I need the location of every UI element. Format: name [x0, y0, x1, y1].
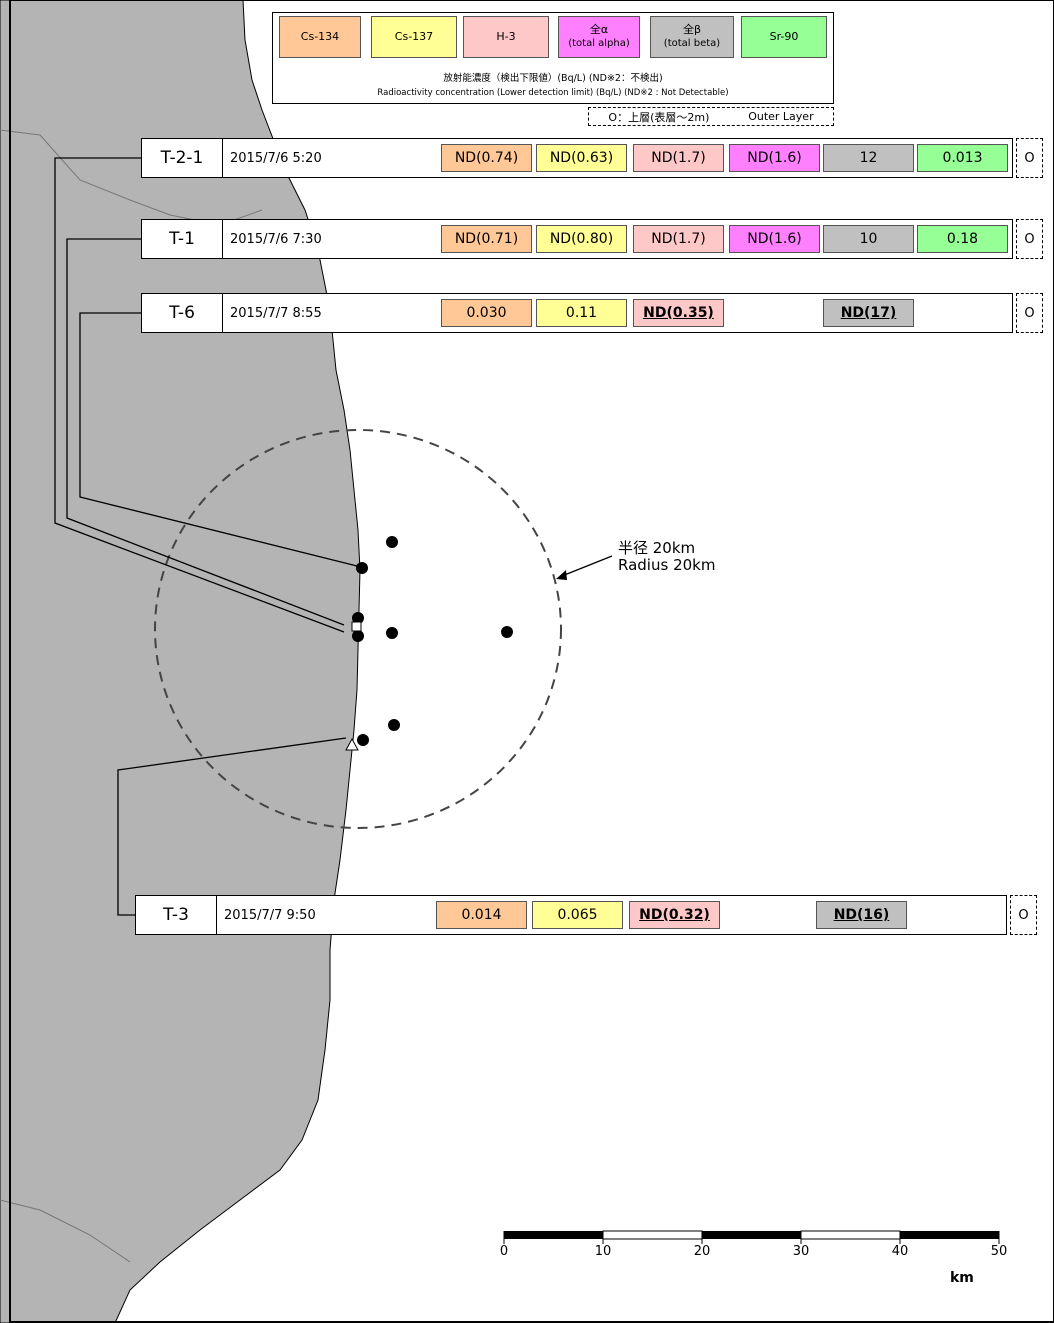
station-id: T-1 [142, 220, 223, 258]
scale-unit: km [950, 1270, 974, 1286]
station-id: T-6 [142, 294, 223, 332]
value-total-beta: ND(16) [816, 901, 907, 929]
outer-layer-en: Outer Layer [748, 110, 814, 123]
outer-layer-legend: O：上層(表層～2m) Outer Layer [588, 107, 834, 126]
leader-line-t-6 [79, 312, 358, 567]
value-total-beta: 10 [823, 225, 914, 253]
value-total-beta: ND(17) [823, 299, 914, 327]
legend-caption-en: Radioactivity concentration (Lower detec… [377, 88, 729, 98]
leader-line-t-3 [117, 737, 347, 916]
legend-cs137: Cs-137 [371, 16, 457, 58]
legend: Cs-134 Cs-137 H-3 全α (total alpha) 全β (tot… [272, 12, 834, 104]
scale-tick-label: 0 [499, 1244, 509, 1259]
sampling-point [352, 630, 364, 642]
station-datetime: 2015/7/6 5:20 [230, 150, 322, 166]
value-cs134: ND(0.71) [441, 225, 532, 253]
sampling-point [356, 562, 368, 574]
leader-line-t-2-1 [54, 157, 345, 633]
prefecture-border [0, 1199, 131, 1263]
layer-marker: O [1016, 138, 1043, 178]
scale-tick-label: 40 [891, 1244, 909, 1259]
value-cs137: 0.065 [532, 901, 623, 929]
value-h3: ND(0.32) [629, 901, 720, 929]
radius-20km-circle [154, 429, 562, 829]
station-datetime: 2015/7/7 9:50 [224, 907, 316, 923]
legend-total-beta: 全β (total beta) [650, 16, 734, 58]
legend-sr90: Sr-90 [741, 16, 827, 58]
station-row-t-3: T-3 2015/7/7 9:50 0.014 0.065 ND(0.32) N… [135, 895, 1037, 935]
value-cs134: 0.030 [441, 299, 532, 327]
layer-marker: O [1010, 895, 1037, 935]
station-datetime: 2015/7/6 7:30 [230, 231, 322, 247]
value-total-beta: 12 [823, 144, 914, 172]
station-id: T-2-1 [142, 139, 223, 177]
legend-h3: H-3 [463, 16, 549, 58]
value-total-alpha: ND(1.6) [729, 225, 820, 253]
land-area [0, 0, 361, 1323]
radius-label-ja: 半径 20km [618, 539, 696, 557]
sampling-point [386, 627, 398, 639]
value-cs137: ND(0.80) [536, 225, 627, 253]
value-cs134: ND(0.74) [441, 144, 532, 172]
value-h3: ND(0.35) [633, 299, 724, 327]
scale-bar [503, 1230, 1000, 1244]
leader-line-t-1 [66, 238, 345, 626]
value-h3: ND(1.7) [633, 225, 724, 253]
station-row-t-6: T-6 2015/7/7 8:55 0.030 0.11 ND(0.35) ND… [141, 293, 1043, 333]
sampling-point [352, 612, 364, 624]
sampling-point [386, 536, 398, 548]
plant-square-marker [351, 621, 362, 632]
value-sr90: 0.18 [917, 225, 1008, 253]
station-id: T-3 [136, 896, 217, 934]
scale-tick-label: 50 [990, 1244, 1008, 1259]
station-row-t-2-1: T-2-1 2015/7/6 5:20 ND(0.74) ND(0.63) ND… [141, 138, 1043, 178]
layer-marker: O [1016, 293, 1043, 333]
sampling-point [388, 719, 400, 731]
scale-tick-label: 20 [693, 1244, 711, 1259]
layer-marker: O [1016, 219, 1043, 259]
value-cs134: 0.014 [436, 901, 527, 929]
value-cs137: 0.11 [536, 299, 627, 327]
sampling-point [501, 626, 513, 638]
station-datetime: 2015/7/7 8:55 [230, 305, 322, 321]
scale-tick-label: 30 [792, 1244, 810, 1259]
radius-label: 半径 20km Radius 20km [618, 540, 715, 574]
legend-cs134: Cs-134 [279, 16, 361, 58]
map-frame [9, 0, 1054, 1323]
station-row-t-1: T-1 2015/7/6 7:30 ND(0.71) ND(0.80) ND(1… [141, 219, 1043, 259]
value-sr90: 0.013 [917, 144, 1008, 172]
value-total-alpha: ND(1.6) [729, 144, 820, 172]
radius-label-en: Radius 20km [618, 556, 716, 574]
legend-caption-ja: 放射能濃度（検出下限値）(Bq/L) (ND※2：不検出) [443, 73, 663, 84]
outer-layer-ja: O：上層(表層～2m) [608, 110, 710, 124]
plant-triangle-marker [345, 737, 359, 751]
sampling-point [357, 734, 369, 746]
scale-tick-label: 10 [594, 1244, 612, 1259]
radius-arrow [561, 555, 613, 577]
value-h3: ND(1.7) [633, 144, 724, 172]
value-cs137: ND(0.63) [536, 144, 627, 172]
legend-total-alpha: 全α (total alpha) [558, 16, 640, 58]
radius-arrow-head [556, 570, 567, 580]
